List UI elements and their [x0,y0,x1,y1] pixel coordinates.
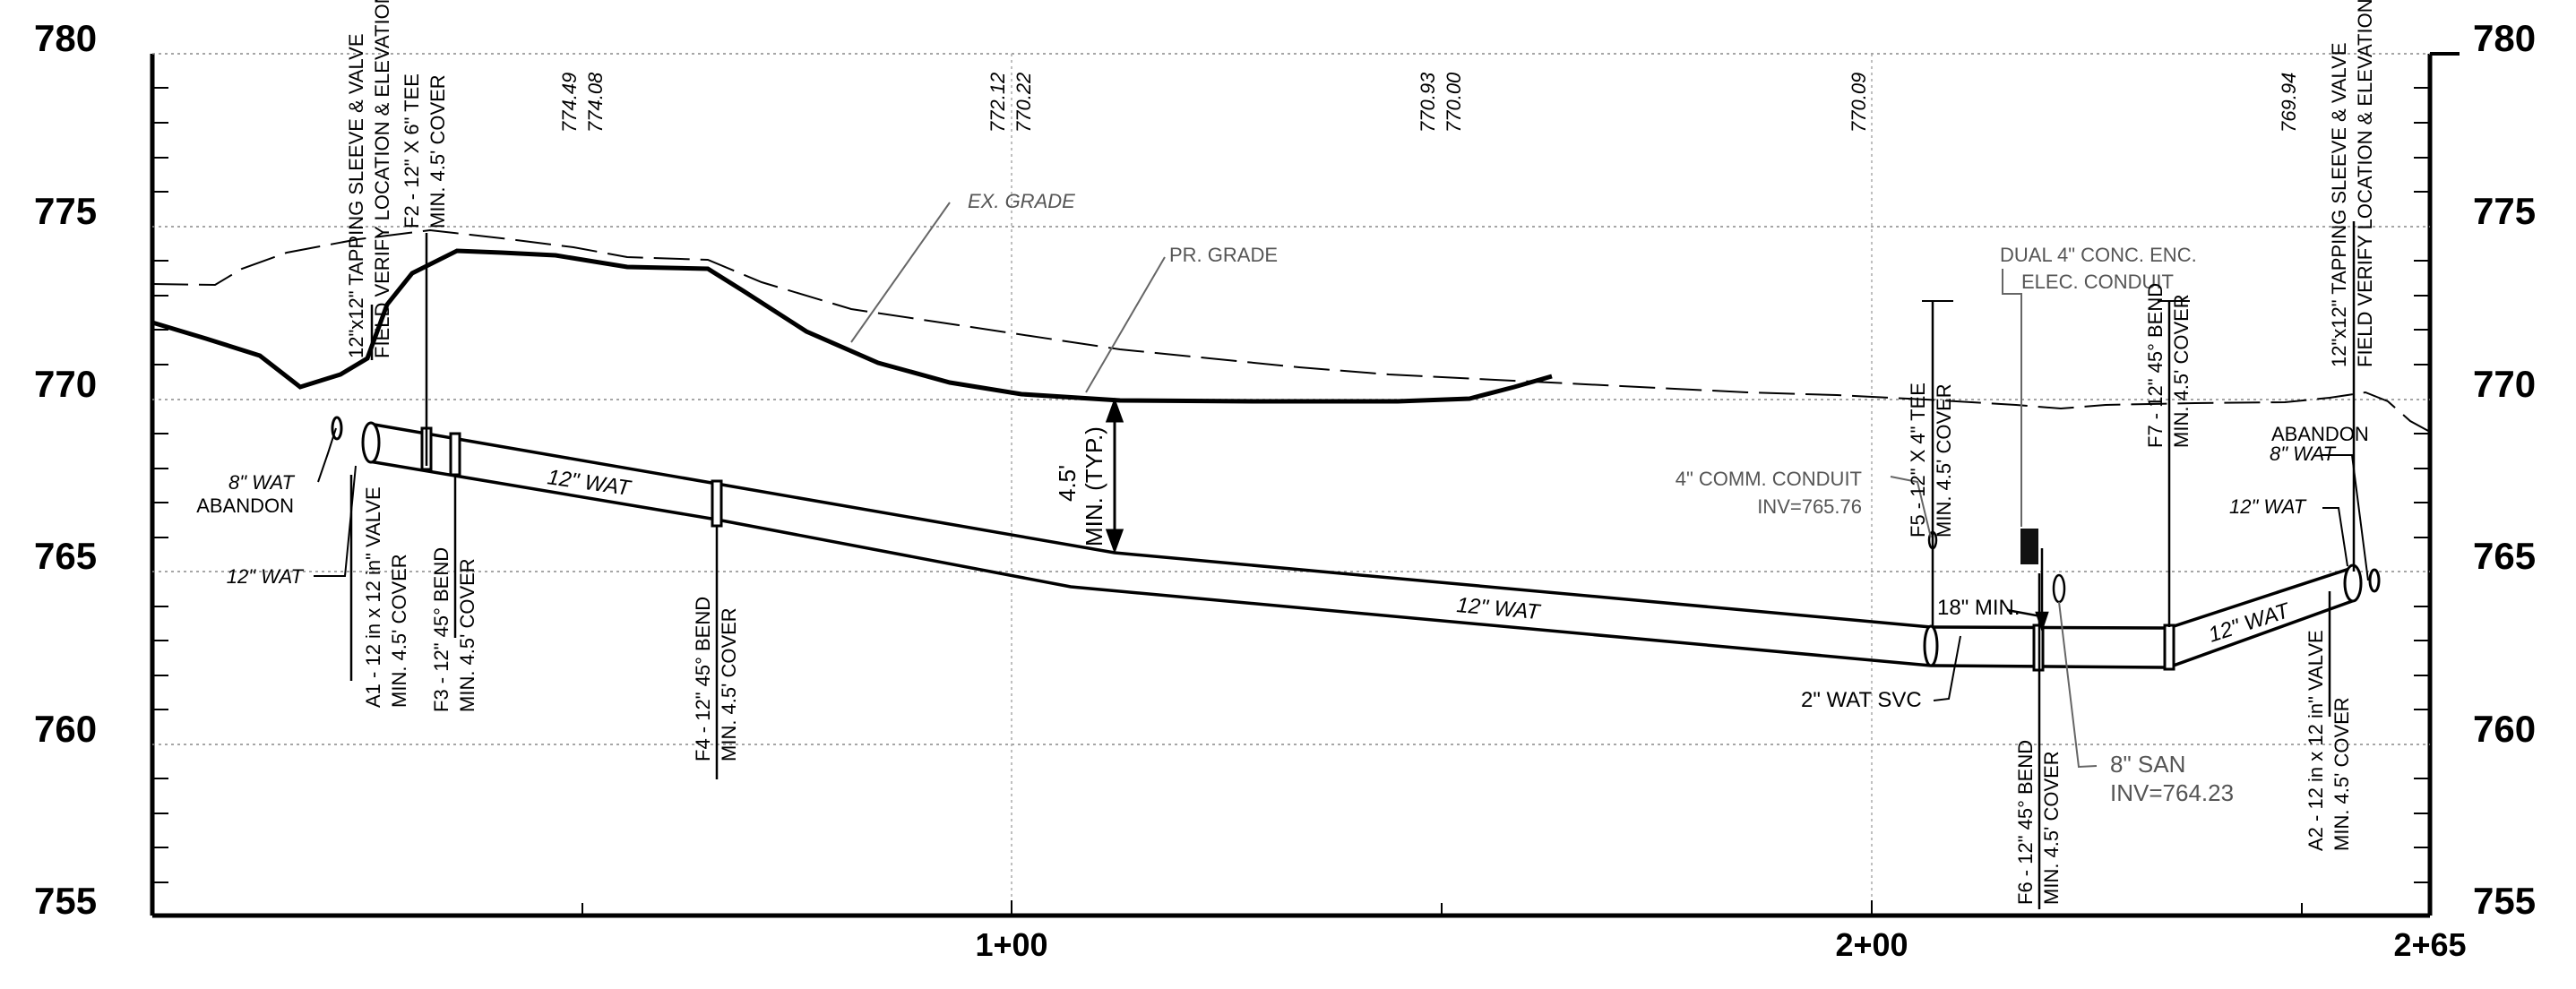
grade-elev-label: 770.09 [1848,73,1870,133]
abandon-left-label-2: ABANDON [196,494,294,517]
elev-label: 755 [34,880,97,922]
elevation-gridlines [152,53,2430,745]
water-main-pipe [368,422,2356,669]
station-label: 1+00 [975,926,1047,963]
wat-svc-label: 2" WAT SVC [1801,688,1922,712]
pr-grade-label: PR. GRADE [1169,244,1278,266]
wat-left-label: 12" WAT [227,565,305,588]
f7-label-2: MIN. 4.5' COVER [2170,294,2193,448]
comm-conduit-label-1: 4" COMM. CONDUIT [1676,468,1862,490]
san-label-1: 8" SAN [2110,751,2185,778]
elev-label: 770 [34,363,97,405]
utility-crossings [1927,529,2066,604]
grade-elev-label: 772.12 [986,73,1009,133]
a2-label-2: MIN. 4.5' COVER [2330,697,2353,851]
f6-label-1: F6 - 12" 45° BEND [2014,740,2037,905]
ex-grade-label: EX. GRADE [968,190,1075,212]
abandon-left-label-1: 8" WAT [228,471,296,494]
f3-label-1: F3 - 12" 45° BEND [430,547,452,712]
wat-right-label: 12" WAT [2229,495,2307,518]
a1-label-2: MIN. 4.5' COVER [388,554,410,708]
proposed-grade-line [151,248,1553,404]
grade-elev-label: 769.94 [2278,73,2300,133]
elec-conduit-label-2: ELEC. CONDUIT [2021,271,2174,293]
elev-label: 780 [34,17,97,59]
grade-elevation-labels: 774.49 774.08 772.12 770.22 770.93 770.0… [558,72,2300,133]
grade-elev-label: 770.22 [1012,73,1035,133]
min-cover-dimension [1105,397,1124,555]
f7-label-1: F7 - 12" 45° BEND [2144,283,2167,448]
min-cover-label-2: MIN. (TYP.) [1081,426,1107,546]
elevation-labels-left: 780 775 770 765 760 755 [34,17,97,922]
comm-conduit-label-2: INV=765.76 [1757,495,1862,518]
f3-label-2: MIN. 4.5' COVER [456,558,478,712]
pipe-label-12in-b: 12" WAT [1455,593,1542,624]
f4-label-1: F4 - 12" 45° BEND [692,597,714,761]
profile-frame [150,52,2460,918]
tap-right-label-1: 12"x12" TAPPING SLEEVE & VALVE [2328,43,2350,368]
f2-label-1: F2 - 12" X 6" TEE [401,73,423,228]
elev-label: 760 [34,708,97,750]
elev-label: 780 [2473,17,2536,59]
abandon-right-label-1: ABANDON [2271,423,2369,445]
tap-left-label-2: FIELD VERIFY LOCATION & ELEVATION [371,0,393,358]
existing-grade-line [151,228,2431,433]
f6-label-2: MIN. 4.5' COVER [2040,751,2063,905]
tap-left-label-1: 12"x12" TAPPING SLEEVE & VALVE [345,34,367,359]
elev-label: 770 [2473,363,2536,405]
min-cover-label-1: 4.5' [1054,465,1081,502]
a2-label-1: A2 - 12 in x 12 in" VALVE [2305,630,2327,851]
axis-ticks [152,87,2430,916]
pipe-label-12in-a: 12" WAT [546,465,633,501]
f4-label-2: MIN. 4.5' COVER [718,607,740,761]
grade-elev-label: 770.93 [1417,72,1439,133]
grade-elev-label: 774.49 [558,73,581,133]
elec-conduit-label-1: DUAL 4" CONC. ENC. [2000,244,2197,266]
pipe-label-12in-c: 12" WAT [2206,598,2295,648]
f2-label-2: MIN. 4.5' COVER [426,74,449,228]
elev-label: 765 [2473,535,2536,577]
f5-label-1: F5 - 12" X 4" TEE [1907,383,1929,538]
elev-label: 765 [34,535,97,577]
station-labels: 1+00 2+00 2+65 [975,926,2466,963]
station-label: 2+65 [2393,926,2466,963]
elev-label: 775 [34,190,97,232]
elev-label: 760 [2473,708,2536,750]
elec-conduit-marker [2020,529,2038,564]
elev-label: 755 [2473,880,2536,922]
abandon-right-label-2: 8" WAT [2270,443,2337,465]
elevation-labels-right: 780 775 770 765 760 755 [2473,17,2536,922]
sanitary-marker [2052,573,2066,604]
f5-label-2: MIN. 4.5' COVER [1933,383,1955,538]
18-min-dimension [2006,548,2049,632]
grade-elev-label: 774.08 [584,72,607,133]
grade-elev-label: 770.00 [1443,72,1465,133]
callout-leaders [314,202,2369,769]
a1-label-1: A1 - 12 in x 12 in" VALVE [362,486,384,708]
station-label: 2+00 [1835,926,1908,963]
san-label-2: INV=764.23 [2110,779,2234,806]
tap-right-label-2: FIELD VERIFY LOCATION & ELEVATION [2354,0,2376,367]
18-min-label: 18" MIN. [1937,596,2020,620]
elev-label: 775 [2473,190,2536,232]
